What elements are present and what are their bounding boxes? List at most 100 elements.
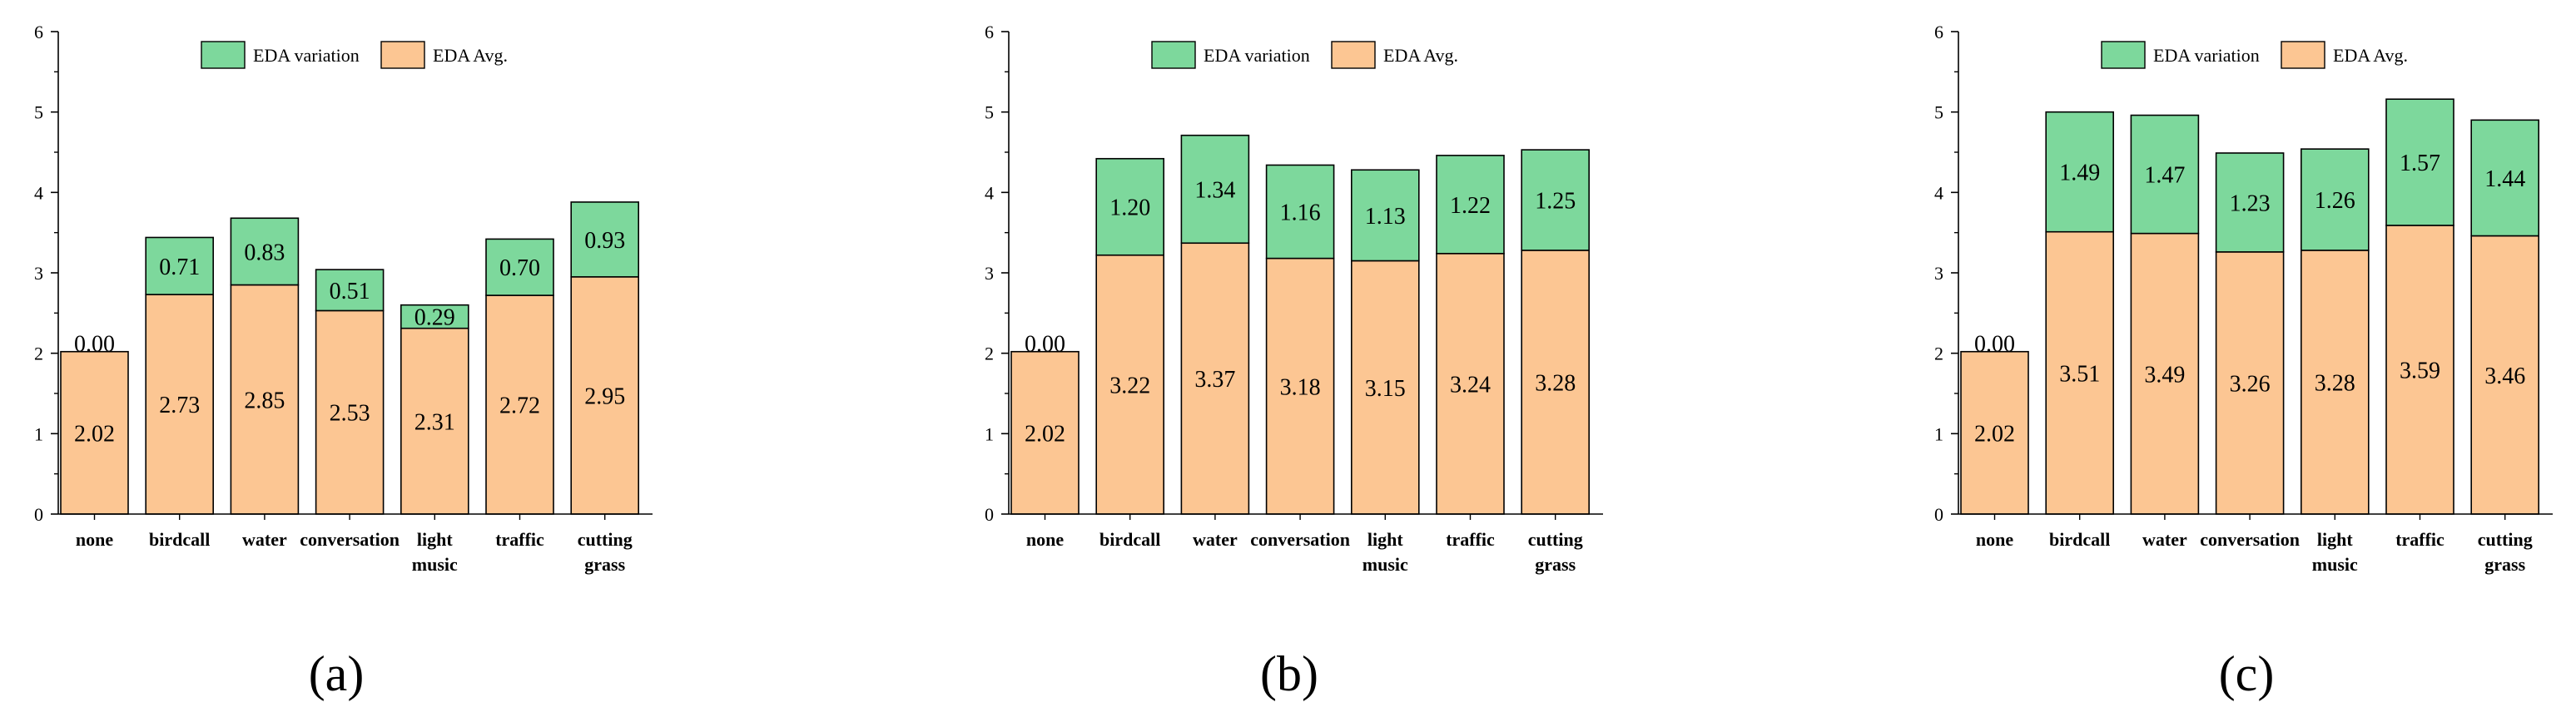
x-tick-label-2-4-0: light [2317, 529, 2353, 550]
bar-variation-2-5 [2385, 98, 2454, 226]
panel-label-0: (a) [309, 646, 365, 701]
bar-avg-1-1 [1095, 254, 1164, 515]
x-tick-label-0-0: none [76, 529, 113, 550]
data-label-variation-1-0: 0.00 [1025, 332, 1065, 358]
x-tick-label-1-6-0: cutting [1528, 529, 1583, 550]
y-tick-label-2-4: 4 [1934, 182, 1943, 203]
data-label-variation-0-5: 0.70 [499, 255, 540, 281]
y-tick-label-0-1: 1 [34, 423, 43, 444]
data-label-variation-1-3: 1.16 [1280, 200, 1321, 226]
data-label-variation-0-2: 0.83 [244, 240, 285, 265]
data-label-variation-0-0: 0.00 [74, 332, 115, 358]
bar-variation-0-2 [230, 217, 300, 286]
bar-variation-1-4 [1351, 169, 1420, 262]
bar-avg-0-3 [315, 309, 385, 515]
x-tick-label-0-4-1: music [412, 554, 458, 575]
data-label-variation-0-1: 0.71 [159, 255, 200, 280]
x-tick-label-1-0: none [1026, 529, 1064, 550]
bar-variation-1-5 [1436, 155, 1505, 255]
data-label-avg-0-2: 2.85 [244, 388, 285, 413]
bar-variation-2-1 [2045, 111, 2114, 233]
bar-avg-2-6 [2470, 235, 2539, 515]
x-tick-label-1-2: water [1193, 529, 1238, 550]
x-tick-label-1-6-1: grass [1535, 554, 1576, 575]
data-label-avg-0-6: 2.95 [584, 383, 625, 409]
legend-label-avg-2: EDA Avg. [2333, 45, 2408, 66]
data-label-avg-1-4: 3.15 [1365, 376, 1406, 402]
legend-swatch-avg-2 [2281, 41, 2325, 69]
data-label-avg-0-0: 2.02 [74, 421, 115, 447]
y-tick-label-1-3: 3 [985, 263, 994, 284]
bar-variation-1-3 [1265, 164, 1335, 260]
data-label-variation-1-1: 1.20 [1109, 195, 1150, 221]
bar-avg-0-1 [145, 294, 214, 515]
bar-variation-0-1 [145, 236, 214, 295]
data-label-avg-0-3: 2.53 [330, 401, 370, 427]
data-label-variation-2-4: 1.26 [2315, 188, 2355, 214]
y-tick-label-0-0: 0 [34, 504, 43, 525]
x-tick-label-0-1: birdcall [149, 529, 210, 550]
data-label-variation-2-1: 1.49 [2059, 161, 2100, 186]
legend-swatch-avg-1 [1331, 41, 1376, 69]
data-label-variation-1-4: 1.13 [1365, 204, 1406, 230]
data-label-variation-2-6: 1.44 [2484, 166, 2525, 192]
data-label-avg-1-0: 2.02 [1025, 421, 1065, 447]
y-tick-label-0-3: 3 [34, 263, 43, 284]
x-tick-label-0-6-1: grass [584, 554, 625, 575]
x-tick-label-0-2: water [242, 529, 287, 550]
data-label-variation-2-0: 0.00 [1974, 332, 2015, 358]
data-label-avg-1-5: 3.24 [1450, 372, 1491, 398]
data-label-avg-2-6: 3.46 [2484, 364, 2525, 389]
x-tick-label-0-6-0: cutting [578, 529, 633, 550]
data-label-avg-1-2: 3.37 [1194, 367, 1235, 393]
x-tick-label-0-5: traffic [495, 529, 544, 550]
legend-label-variation-0: EDA variation [253, 45, 360, 66]
bar-variation-0-4 [400, 304, 469, 329]
legend-label-variation-1: EDA variation [1204, 45, 1310, 66]
bar-variation-1-6 [1521, 149, 1590, 251]
data-label-avg-2-5: 3.59 [2400, 358, 2440, 383]
y-tick-label-0-6: 6 [34, 22, 43, 42]
bar-avg-1-4 [1351, 260, 1420, 515]
data-label-avg-2-4: 3.28 [2315, 370, 2355, 396]
data-label-avg-2-3: 3.26 [2230, 371, 2271, 397]
x-tick-label-2-0: none [1976, 529, 2013, 550]
data-label-variation-2-3: 1.23 [2230, 190, 2271, 216]
x-tick-label-0-4-0: light [417, 529, 453, 550]
y-tick-label-1-5: 5 [985, 102, 994, 123]
bar-variation-2-3 [2215, 152, 2285, 253]
data-label-variation-1-6: 1.25 [1535, 189, 1576, 215]
y-tick-label-2-0: 0 [1934, 504, 1943, 525]
data-label-variation-0-6: 0.93 [584, 228, 625, 254]
bar-avg-1-5 [1436, 252, 1505, 515]
bar-avg-0-5 [485, 294, 554, 515]
bar-avg-2-1 [2045, 230, 2114, 515]
x-tick-label-0-3: conversation [300, 529, 400, 550]
x-tick-label-2-4-1: music [2312, 554, 2358, 575]
data-label-avg-2-1: 3.51 [2059, 361, 2100, 387]
bar-variation-0-5 [485, 238, 554, 296]
x-tick-label-1-4-0: light [1367, 529, 1403, 550]
bar-avg-0-2 [230, 284, 300, 515]
legend-swatch-variation-2 [2101, 41, 2146, 69]
x-tick-label-1-4-1: music [1362, 554, 1408, 575]
data-label-avg-0-1: 2.73 [159, 393, 200, 418]
bar-variation-2-4 [2301, 148, 2370, 251]
x-tick-label-2-3: conversation [2200, 529, 2300, 550]
y-tick-label-1-4: 4 [985, 182, 994, 203]
legend-swatch-variation-1 [1151, 41, 1196, 69]
data-label-avg-2-0: 2.02 [1974, 421, 2015, 447]
x-tick-label-2-2: water [2142, 529, 2187, 550]
bar-variation-0-6 [570, 201, 640, 278]
x-tick-label-2-6-0: cutting [2478, 529, 2533, 550]
panel-label-1: (b) [1260, 646, 1318, 701]
bar-variation-2-6 [2470, 119, 2539, 237]
y-tick-label-2-6: 6 [1934, 22, 1943, 42]
x-tick-label-2-5: traffic [2395, 529, 2444, 550]
bar-avg-1-3 [1265, 257, 1335, 515]
y-tick-label-0-4: 4 [34, 182, 43, 203]
legend-swatch-avg-0 [380, 41, 425, 69]
bar-variation-1-2 [1180, 134, 1250, 245]
y-tick-label-1-1: 1 [985, 423, 994, 444]
bar-avg-0-6 [570, 276, 640, 515]
